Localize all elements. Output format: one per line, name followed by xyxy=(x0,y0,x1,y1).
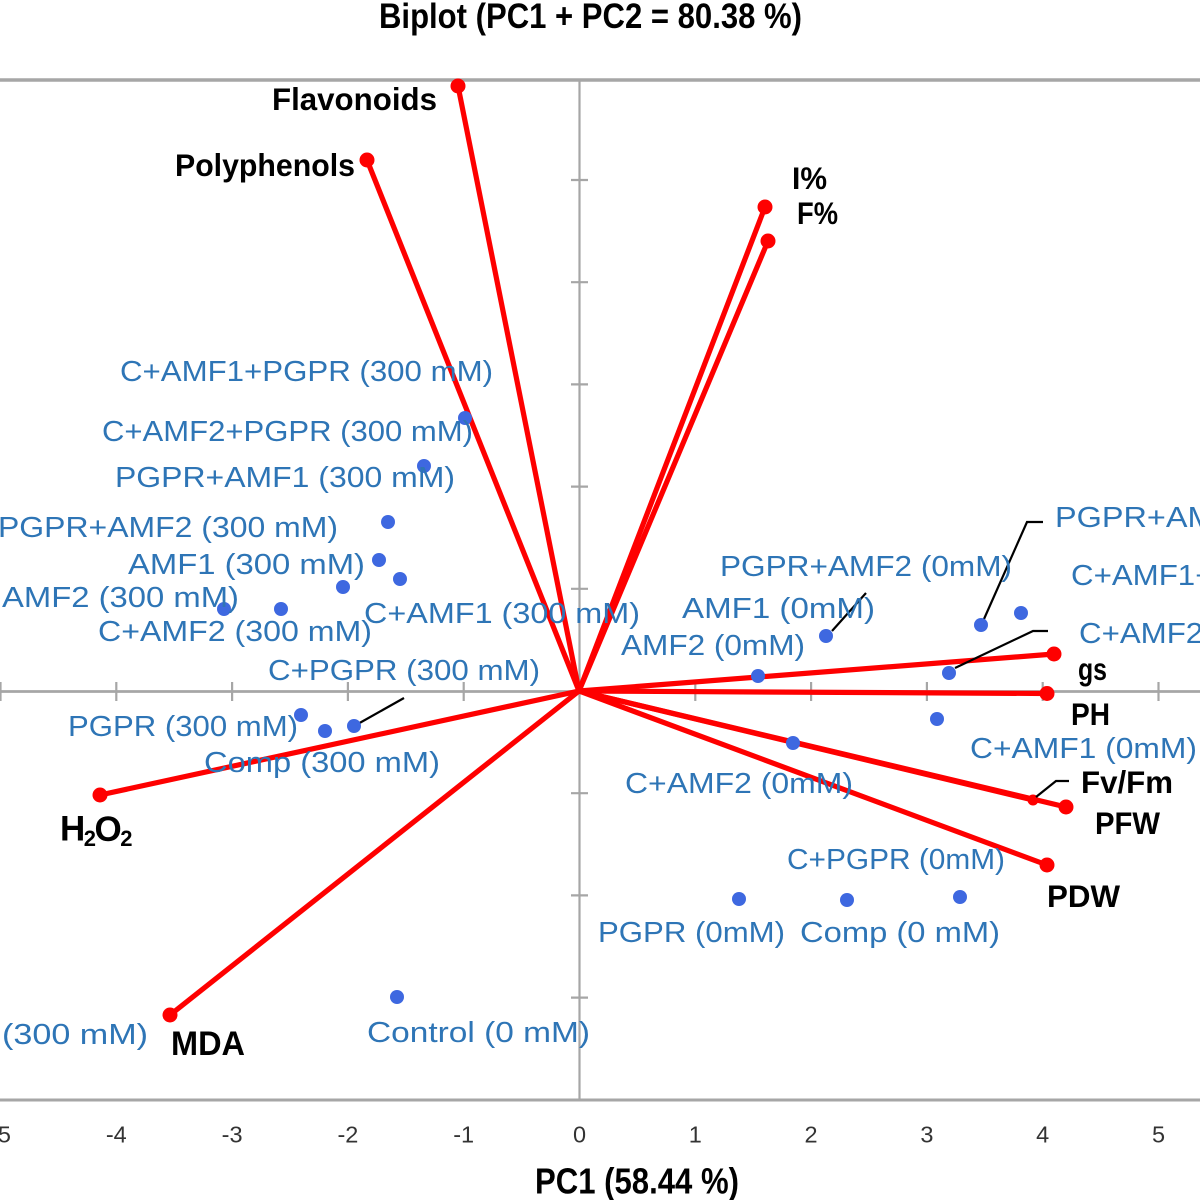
svg-text:2: 2 xyxy=(805,1122,818,1148)
svg-text:PGPR+AMF2 (0mM): PGPR+AMF2 (0mM) xyxy=(720,551,1012,583)
svg-text:C+AMF1 (300 mM): C+AMF1 (300 mM) xyxy=(364,598,640,630)
svg-text:-1: -1 xyxy=(453,1122,474,1148)
svg-text:PDW: PDW xyxy=(1047,878,1120,914)
svg-text:MDA: MDA xyxy=(171,1025,245,1063)
svg-text:PGPR (0mM): PGPR (0mM) xyxy=(598,917,785,949)
svg-text:PGPR+AMF1 (300 mM): PGPR+AMF1 (300 mM) xyxy=(115,462,455,494)
svg-text:AMF2 (0mM): AMF2 (0mM) xyxy=(621,630,805,662)
svg-text:Fv/Fm: Fv/Fm xyxy=(1081,764,1173,800)
svg-text:4: 4 xyxy=(1036,1122,1049,1148)
svg-text:C+AMF1 (0mM): C+AMF1 (0mM) xyxy=(970,733,1197,765)
svg-text:-4: -4 xyxy=(106,1122,127,1148)
svg-text:PH: PH xyxy=(1071,696,1110,732)
svg-text:F%: F% xyxy=(797,195,838,231)
svg-text:C+PGPR (0mM): C+PGPR (0mM) xyxy=(787,844,1005,876)
svg-text:Comp (300 mM): Comp (300 mM) xyxy=(204,747,440,779)
svg-text:PC1 (58.44 %): PC1 (58.44 %) xyxy=(535,1161,739,1200)
svg-text:C+AMF2+PGPR (300 mM): C+AMF2+PGPR (300 mM) xyxy=(102,416,473,448)
svg-text:Control (0 mM): Control (0 mM) xyxy=(367,1017,590,1049)
svg-text:5: 5 xyxy=(1152,1122,1165,1148)
svg-text:C+AMF2+PGPR (0mM): C+AMF2+PGPR (0mM) xyxy=(1079,618,1200,650)
svg-text:1: 1 xyxy=(689,1122,702,1148)
svg-text:C+AMF1+PGPR (0mM): C+AMF1+PGPR (0mM) xyxy=(1071,560,1200,592)
svg-text:(300 mM): (300 mM) xyxy=(2,1019,148,1051)
svg-text:-3: -3 xyxy=(222,1122,243,1148)
svg-text:PGPR+AMF2 (300 mM): PGPR+AMF2 (300 mM) xyxy=(0,512,338,544)
svg-text:C+PGPR (300 mM): C+PGPR (300 mM) xyxy=(268,655,540,687)
svg-text:gs: gs xyxy=(1078,651,1107,687)
svg-text:PGPR (300 mM): PGPR (300 mM) xyxy=(68,711,298,743)
svg-text:PGPR+AMF1 (0mM): PGPR+AMF1 (0mM) xyxy=(1055,502,1200,534)
svg-text:Polyphenols: Polyphenols xyxy=(175,147,355,183)
svg-text:-5: -5 xyxy=(0,1122,11,1148)
svg-text:-2: -2 xyxy=(337,1122,358,1148)
svg-text:I%: I% xyxy=(792,160,827,196)
svg-text:PFW: PFW xyxy=(1095,805,1160,841)
svg-text:AMF1 (0mM): AMF1 (0mM) xyxy=(682,593,875,625)
svg-text:C+AMF1+PGPR (300 mM): C+AMF1+PGPR (300 mM) xyxy=(120,356,493,388)
svg-text:Comp (0 mM): Comp (0 mM) xyxy=(800,917,1000,949)
svg-text:Flavonoids: Flavonoids xyxy=(272,81,437,117)
svg-text:0: 0 xyxy=(573,1122,586,1148)
svg-text:Biplot (PC1 + PC2 = 80.38 %): Biplot (PC1 + PC2 = 80.38 %) xyxy=(379,0,802,36)
svg-text:AMF2 (300 mM): AMF2 (300 mM) xyxy=(2,582,239,614)
svg-text:C+AMF2 (0mM): C+AMF2 (0mM) xyxy=(625,768,853,800)
svg-text:AMF1 (300 mM): AMF1 (300 mM) xyxy=(128,549,365,581)
svg-text:3: 3 xyxy=(920,1122,933,1148)
svg-text:C+AMF2 (300 mM): C+AMF2 (300 mM) xyxy=(98,616,372,648)
